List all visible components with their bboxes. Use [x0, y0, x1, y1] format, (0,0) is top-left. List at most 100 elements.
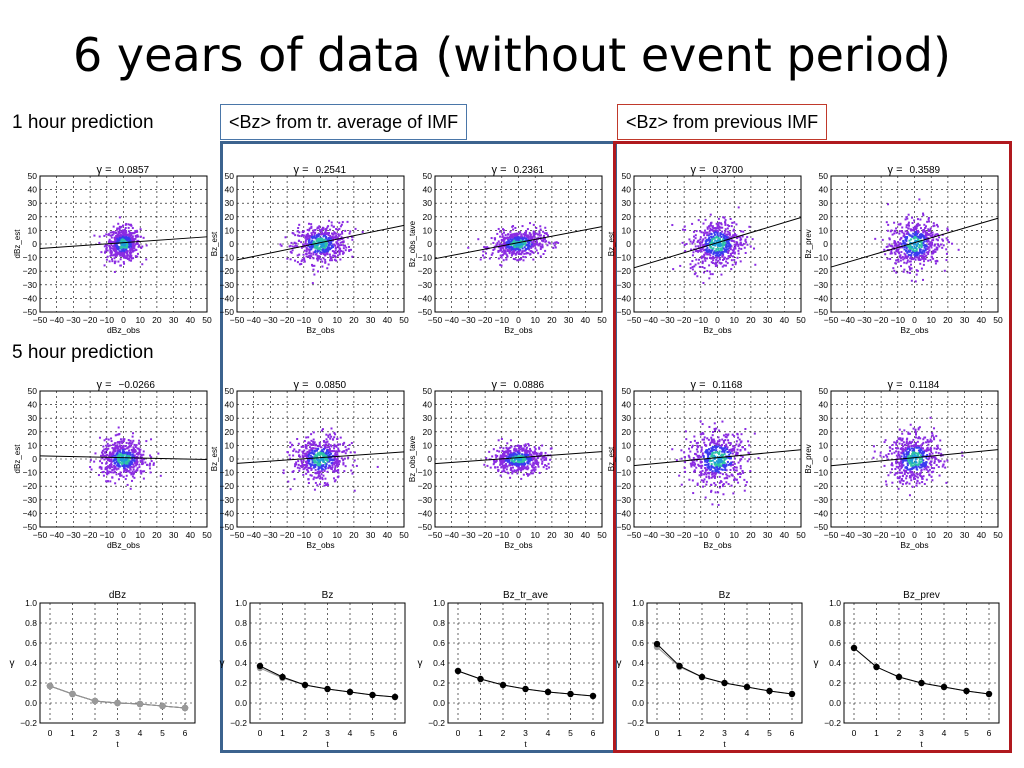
scatter-point	[109, 241, 112, 244]
scatter-point	[334, 460, 337, 463]
scatter-point	[711, 459, 714, 462]
scatter-point	[507, 458, 510, 461]
scatter-point	[725, 433, 728, 436]
scatter-point	[131, 239, 134, 242]
scatter-point	[723, 234, 726, 237]
scatter-point	[309, 449, 312, 452]
scatter-point	[337, 246, 340, 249]
scatter-point	[126, 483, 129, 486]
scatter-point	[888, 238, 891, 241]
scatter-point	[712, 438, 715, 441]
scatter-point	[119, 471, 122, 474]
scatter-point	[513, 470, 516, 473]
scatter-point	[310, 233, 313, 236]
scatter-point	[541, 460, 544, 463]
x-tick-label: 10	[530, 315, 540, 325]
y-tick-label: −40	[418, 293, 433, 303]
scatter-point	[942, 244, 945, 247]
scatter-point	[501, 246, 504, 249]
scatter-point	[741, 235, 744, 238]
scatter-point	[512, 454, 515, 457]
scatter-point	[545, 457, 548, 460]
scatter-point	[716, 232, 719, 235]
scatter-point	[329, 236, 332, 239]
scatter-point	[318, 255, 321, 258]
scatter-point	[914, 252, 917, 255]
scatter-point	[305, 246, 308, 249]
scatter-point	[348, 232, 351, 235]
scatter-point	[327, 225, 330, 228]
scatter-point	[914, 225, 917, 228]
scatter-point	[128, 257, 131, 260]
scatter-point	[905, 237, 908, 240]
scatter-point	[305, 472, 308, 475]
scatter-point	[137, 447, 140, 450]
scatter-point	[701, 247, 704, 250]
scatter-point	[313, 236, 316, 239]
scatter-point	[721, 255, 724, 258]
scatter-point	[702, 222, 705, 225]
scatter-point	[917, 230, 920, 233]
fit-line	[633, 217, 802, 269]
scatter-point	[708, 451, 711, 454]
scatter-point	[909, 234, 912, 237]
x-tick-label: −20	[280, 530, 295, 540]
scatter-point	[709, 240, 712, 243]
scatter-point	[123, 234, 126, 237]
x-tick-label: −40	[643, 315, 658, 325]
scatter-point	[335, 459, 338, 462]
scatter-point	[731, 263, 734, 266]
scatter-point	[293, 241, 296, 244]
scatter-point	[335, 259, 338, 262]
scatter-point	[720, 465, 723, 468]
scatter-point	[99, 460, 102, 463]
scatter-point	[714, 244, 717, 247]
scatter-point	[118, 442, 121, 445]
scatter-point	[712, 255, 715, 258]
scatter-point	[517, 447, 520, 450]
scatter-point	[533, 446, 536, 449]
scatter-point	[701, 239, 704, 242]
scatter-point	[294, 244, 297, 247]
scatter-point	[746, 236, 749, 239]
scatter-point	[704, 467, 707, 470]
scatter-point	[337, 249, 340, 252]
scatter-point	[333, 454, 336, 457]
scatter-point	[496, 466, 499, 469]
scatter-point	[334, 256, 337, 259]
scatter-point	[933, 243, 936, 246]
scatter-point	[324, 455, 327, 458]
scatter-point	[353, 459, 356, 462]
scatter-point	[544, 226, 547, 229]
scatter-point	[142, 236, 145, 239]
scatter-point	[131, 455, 134, 458]
x-tick-label: 0	[121, 530, 126, 540]
scatter-point	[314, 456, 317, 459]
scatter-point	[701, 432, 704, 435]
scatter-point	[532, 245, 535, 248]
scatter-point	[904, 242, 907, 245]
scatter-point	[337, 469, 340, 472]
scatter-point	[684, 430, 687, 433]
scatter-point	[702, 238, 705, 241]
scatter-point	[515, 469, 518, 472]
scatter-point	[305, 447, 308, 450]
scatter-point	[520, 465, 523, 468]
scatter-point	[483, 463, 486, 466]
scatter-point	[333, 250, 336, 253]
scatter-point	[707, 239, 710, 242]
scatter-point	[713, 445, 716, 448]
scatter-point	[733, 477, 736, 480]
scatter-point	[124, 469, 127, 472]
scatter-point	[898, 232, 901, 235]
scatter-point	[119, 241, 122, 244]
scatter-point	[520, 241, 523, 244]
scatter-point	[530, 238, 533, 241]
scatter-point	[538, 230, 541, 233]
scatter-point	[700, 446, 703, 449]
scatter-point	[332, 236, 335, 239]
y-tick-label: −50	[23, 307, 38, 317]
scatter-point	[310, 458, 313, 461]
scatter-point	[313, 441, 316, 444]
scatter-point	[535, 232, 538, 235]
